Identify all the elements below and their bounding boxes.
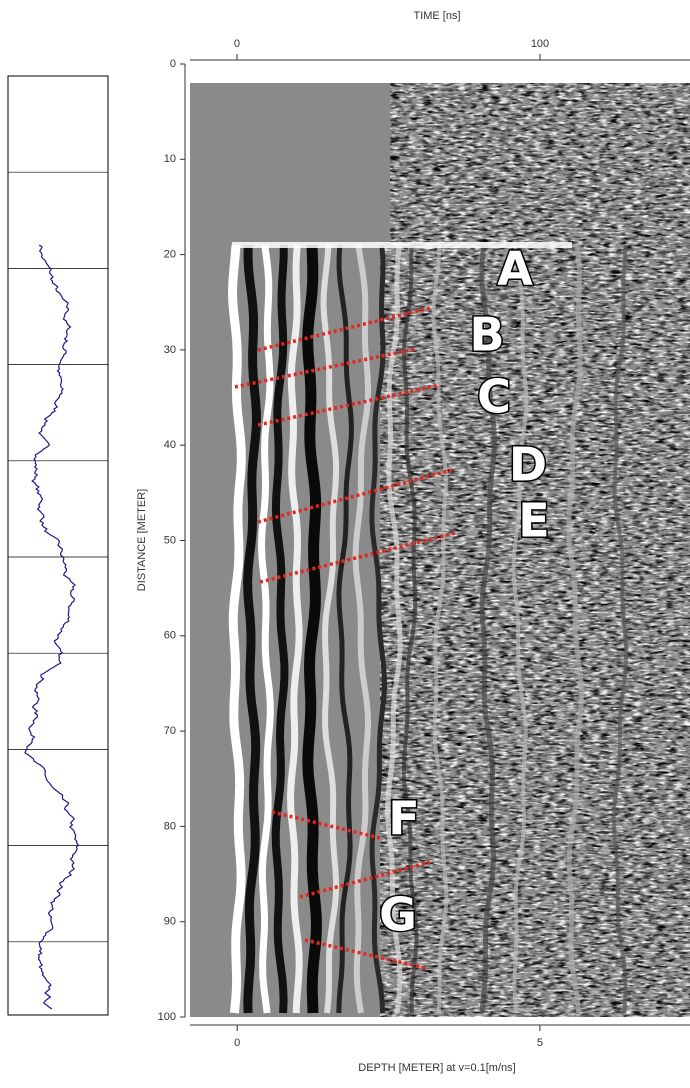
reflection-band — [479, 244, 497, 1014]
reflection-band — [401, 244, 419, 1014]
direct-wave — [232, 242, 572, 248]
reflection-band — [257, 244, 274, 1014]
reflection-band — [336, 244, 354, 1014]
reflection-band — [431, 244, 449, 1014]
y-tick-label: 40 — [164, 439, 176, 451]
annotation: A — [497, 242, 533, 296]
reflection-band — [227, 244, 246, 1014]
x-axis-title: DEPTH [METER] at v=0.1[m/ns] — [358, 1062, 515, 1074]
y-tick-label: 10 — [164, 153, 176, 165]
y-axis-title: DISTANCE [METER] — [136, 489, 148, 591]
reflection-band — [286, 244, 303, 1014]
reflection-band — [611, 244, 629, 1014]
reflection-band — [271, 245, 289, 1014]
x2-tick-label: 100 — [531, 38, 549, 50]
reflection-band — [352, 244, 372, 1014]
annotation: F — [388, 792, 419, 846]
reflection-band — [302, 244, 322, 1014]
x-tick-label: 5 — [537, 1037, 543, 1049]
annotation: E — [518, 494, 549, 548]
annotation: C — [477, 370, 511, 424]
reflection-band — [369, 244, 387, 1014]
annotation: B — [469, 308, 504, 362]
annotation: G — [379, 888, 417, 942]
reflection-band — [320, 244, 340, 1014]
reflection-band — [566, 244, 584, 1014]
reflection-band — [511, 244, 529, 1014]
x2-tick-label: 0 — [234, 38, 240, 50]
interpretation-line — [234, 347, 416, 389]
well-log — [7, 75, 109, 1016]
y-tick-label: 0 — [170, 58, 176, 70]
y-tick-label: 20 — [164, 249, 176, 261]
interpretation-line — [257, 383, 441, 427]
y-tick-label: 60 — [164, 630, 176, 642]
reflection-band — [243, 244, 261, 1014]
y-tick-label: 30 — [164, 344, 176, 356]
annotation: D — [509, 438, 547, 492]
x-tick-label: 0 — [234, 1037, 240, 1049]
y-tick-label: 50 — [164, 534, 176, 546]
reflection-band — [384, 244, 403, 1014]
y-tick-label: 70 — [164, 725, 176, 737]
interpretation-line — [271, 810, 381, 840]
top-axis-title: TIME [ns] — [413, 10, 460, 22]
y-tick-label: 100 — [158, 1011, 176, 1023]
interpretation-line — [304, 938, 426, 970]
y-tick-label: 80 — [164, 820, 176, 832]
radargram-image — [190, 83, 690, 1017]
y-tick-label: 90 — [164, 916, 176, 928]
interpretation-line — [299, 860, 431, 899]
log-trace — [24, 244, 80, 1010]
